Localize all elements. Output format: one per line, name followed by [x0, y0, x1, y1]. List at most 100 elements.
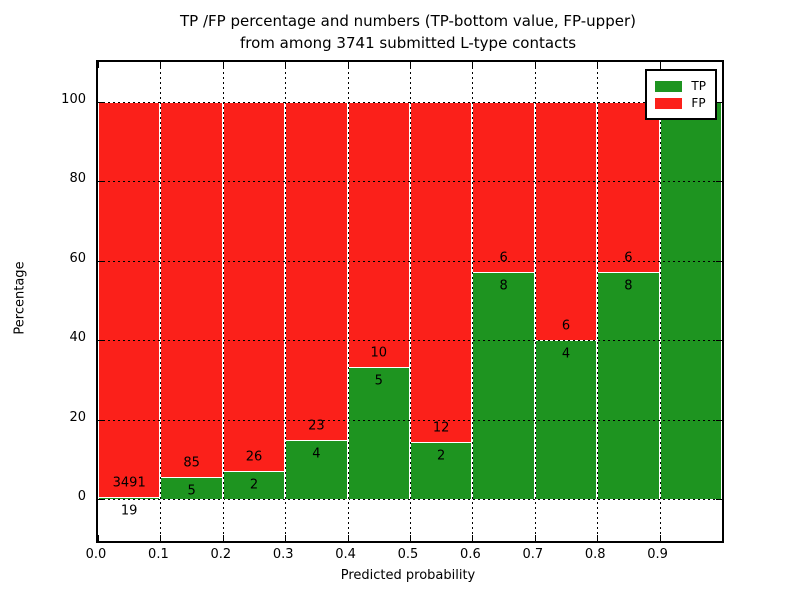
- y-axis-label: Percentage: [12, 261, 28, 335]
- x-tick-mark: [472, 535, 474, 541]
- fp-count-label: 6: [499, 250, 508, 266]
- y-tick-label: 100: [61, 92, 86, 107]
- x-tick-label: 0.6: [460, 547, 481, 562]
- tp-count-label: 5: [187, 483, 196, 499]
- y-tick-label: 20: [69, 409, 86, 425]
- bar-segment-fp: [222, 102, 286, 471]
- tp-count-label: 2: [249, 477, 259, 493]
- legend-box: TP FP: [645, 69, 717, 120]
- x-tick-mark: [534, 535, 536, 541]
- y-tick-label: 40: [69, 330, 86, 346]
- y-tick-mark-right: [716, 260, 722, 262]
- x-axis-label: Predicted probability: [340, 568, 476, 583]
- x-tick-mark: [410, 535, 411, 541]
- bar-segment-tp: [347, 366, 410, 499]
- x-tick-mark-top: [472, 62, 474, 68]
- bar-segment-fp: [160, 102, 223, 477]
- bar-segment-tp: [410, 442, 473, 499]
- bar-segment-fp: [410, 102, 473, 443]
- tp-count-label: 2: [437, 448, 446, 464]
- x-tick-mark: [160, 535, 162, 541]
- x-tick-label: 0.4: [335, 547, 356, 562]
- bar-segment-tp: [98, 496, 161, 499]
- x-tick-mark-top: [160, 62, 162, 68]
- x-tick-mark-top: [285, 62, 287, 68]
- tp-count-label: 4: [312, 446, 321, 462]
- bar-segment-fp: [98, 102, 161, 497]
- fp-count-label: 23: [308, 418, 325, 434]
- vertical-gridline: [285, 62, 287, 541]
- fp-count-label: 12: [432, 420, 450, 436]
- bar-segment-fp: [534, 102, 598, 341]
- x-tick-mark-top: [222, 62, 224, 68]
- vertical-gridline: [659, 62, 661, 541]
- x-tick-mark-top: [659, 62, 661, 68]
- fp-count-label: 6: [561, 318, 571, 334]
- tp-count-label: 19: [120, 503, 138, 519]
- x-tick-label: 0.3: [272, 547, 294, 562]
- legend-row: TP: [655, 79, 706, 93]
- x-tick-label: 0.1: [148, 547, 169, 562]
- vertical-gridline: [347, 62, 349, 541]
- legend-swatch-fp: [655, 97, 683, 109]
- y-tick-mark-right: [716, 181, 722, 183]
- tp-count-label: 8: [499, 278, 508, 294]
- vertical-gridline: [534, 62, 536, 541]
- bar-segment-fp: [285, 102, 348, 441]
- tp-count-label: 5: [374, 373, 383, 389]
- legend-label: FP: [691, 96, 706, 110]
- legend-label: TP: [691, 79, 706, 93]
- bar-segment-fp: [597, 102, 660, 273]
- bar-segment-fp: [347, 102, 410, 367]
- y-tick-mark-right: [716, 419, 722, 421]
- x-tick-label: 0.0: [85, 547, 107, 562]
- x-tick-label: 0.2: [210, 547, 232, 562]
- x-tick-mark-top: [347, 62, 349, 68]
- fp-count-label: 6: [624, 250, 633, 266]
- y-tick-mark: [98, 102, 104, 103]
- tp-count-label: 4: [561, 346, 571, 362]
- y-tick-mark-right: [716, 340, 722, 342]
- x-tick-mark-top: [597, 62, 599, 68]
- x-tick-mark: [597, 535, 599, 541]
- bar-segment-fp: [472, 102, 535, 273]
- legend-swatch-tp: [655, 80, 683, 92]
- x-tick-mark-top: [98, 62, 99, 68]
- vertical-gridline: [160, 62, 162, 541]
- legend-row: FP: [655, 96, 706, 110]
- x-tick-label: 0.8: [584, 547, 606, 562]
- x-tick-mark-top: [534, 62, 536, 68]
- x-tick-mark: [222, 535, 224, 541]
- x-tick-label: 0.7: [522, 547, 544, 562]
- y-tick-label: 60: [69, 250, 86, 266]
- bar-segment-tp: [472, 272, 535, 499]
- vertical-gridline: [222, 62, 224, 541]
- bar-segment-tp: [285, 440, 348, 499]
- y-tick-mark: [98, 419, 104, 421]
- fp-count-label: 10: [370, 345, 388, 361]
- chart-title-line1: TP /FP percentage and numbers (TP-bottom…: [180, 12, 636, 30]
- tp-count-label: 8: [624, 278, 633, 294]
- y-tick-mark-right: [716, 102, 722, 103]
- chart-title-line2: from among 3741 submitted L-type contact…: [239, 34, 577, 52]
- x-tick-mark: [659, 535, 661, 541]
- vertical-gridline: [472, 62, 474, 541]
- bar-segment-tp: [534, 340, 598, 499]
- y-tick-label: 0: [77, 489, 86, 504]
- y-tick-label: 80: [69, 171, 86, 187]
- y-tick-mark: [98, 499, 104, 500]
- fp-count-label: 85: [183, 455, 200, 471]
- bar-segment-tp: [659, 102, 722, 499]
- x-tick-mark: [347, 535, 349, 541]
- x-tick-mark: [98, 535, 99, 541]
- x-tick-label: 0.9: [647, 547, 668, 562]
- fp-count-label: 26: [245, 449, 263, 465]
- fp-count-label: 3491: [112, 475, 146, 491]
- x-tick-mark: [285, 535, 287, 541]
- vertical-gridline: [597, 62, 599, 541]
- y-tick-mark: [98, 181, 104, 183]
- bar-segment-tp: [597, 272, 660, 499]
- y-tick-mark: [98, 260, 104, 262]
